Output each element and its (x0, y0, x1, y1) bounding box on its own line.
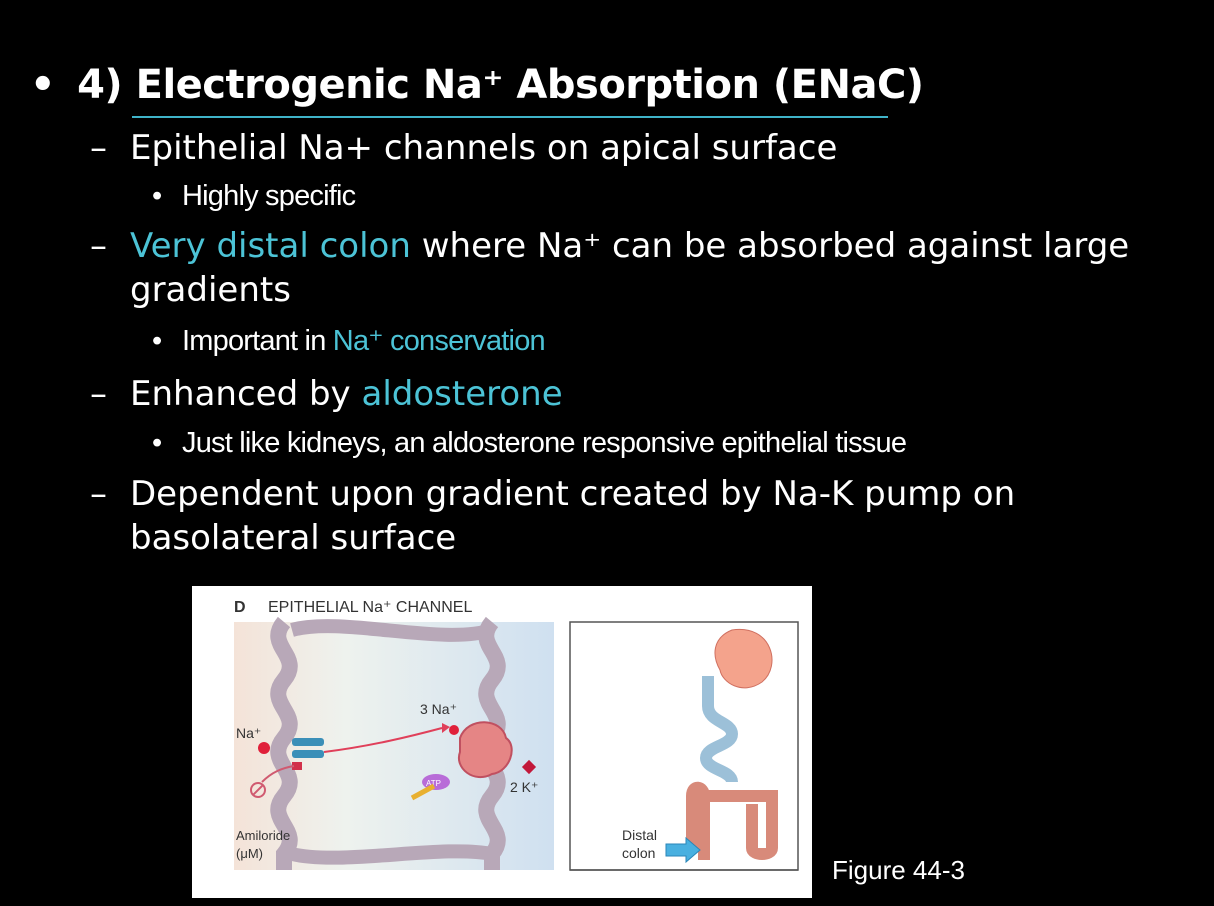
dash-marker: – (90, 128, 107, 168)
atp-tail (410, 783, 436, 801)
highlight-text: Very distal colon (130, 226, 411, 266)
point-aldosterone: – Enhanced by aldosterone (90, 374, 563, 414)
dot-marker: • (152, 427, 162, 459)
amiloride-label: Amiloride (236, 828, 290, 843)
point-text: Dependent upon gradient created by Na-K … (130, 474, 1016, 514)
title-text: 4) Electrogenic Na⁺ Absorption (ENaC) (77, 62, 924, 108)
dash-marker: – (90, 474, 107, 514)
apical-membrane (270, 616, 298, 870)
point-apical-channels: – Epithelial Na+ channels on apical surfa… (90, 128, 837, 168)
point-na-k-pump-cont: basolateral surface (130, 518, 457, 558)
um-label: (μM) (236, 846, 263, 861)
panel-letter: D (234, 599, 246, 616)
point-text: where Na⁺ can be absorbed against large (410, 226, 1130, 266)
figure-svg: D EPITHELIAL Na⁺ CHANNEL Na⁺ 3 Na⁺ 2 K⁺ … (234, 599, 799, 871)
enac-channel-top (292, 738, 324, 746)
na-ion-inner (449, 725, 459, 735)
point-text: Enhanced by (130, 374, 362, 414)
two-k-label: 2 K⁺ (510, 779, 538, 795)
stomach (714, 628, 773, 689)
subpoint-text: Important in (182, 325, 333, 357)
point-text: Epithelial Na+ channels on apical surfac… (130, 128, 838, 168)
highlight-text: aldosterone (361, 374, 563, 414)
tight-junction-bottom (290, 844, 494, 865)
small-intestine (699, 676, 739, 784)
subpoint-specific: • Highly specific (152, 180, 356, 213)
amiloride-block (292, 762, 302, 770)
dash-marker: – (90, 226, 107, 266)
colon (686, 781, 778, 860)
slide-title: • 4) Electrogenic Na⁺ Absorption (ENaC) (30, 62, 924, 108)
dot-marker: • (152, 325, 162, 357)
subpoint-kidneys: • Just like kidneys, an aldosterone respo… (152, 427, 907, 460)
subpoint-conservation: • Important in Na⁺ conservation (152, 323, 546, 358)
atp-label: ATP (426, 779, 441, 788)
panel-title: EPITHELIAL Na⁺ CHANNEL (268, 599, 472, 616)
distal-colon-arrow (665, 836, 701, 864)
subpoint-text: Highly specific (182, 180, 356, 212)
point-na-k-pump: – Dependent upon gradient created by Na-K… (90, 474, 1015, 514)
point-distal-colon-cont: gradients (130, 270, 291, 310)
point-distal-colon: – Very distal colon where Na⁺ can be abso… (90, 226, 1129, 266)
figure-enac: D EPITHELIAL Na⁺ CHANNEL Na⁺ 3 Na⁺ 2 K⁺ … (192, 586, 812, 898)
figure-caption: Figure 44-3 (832, 855, 965, 885)
na-ion (258, 742, 270, 754)
tight-junction-top (290, 619, 495, 642)
subpoint-text: Just like kidneys, an aldosterone respon… (182, 427, 907, 459)
k-ion (521, 759, 537, 775)
enac-channel-bottom (292, 750, 324, 758)
na-k-pump (457, 721, 513, 779)
title-bullet: • (30, 62, 56, 108)
three-na-label: 3 Na⁺ (420, 701, 457, 717)
title-underline (132, 116, 888, 118)
highlight-text: Na⁺ conservation (332, 325, 546, 357)
na-flux-arrow (323, 727, 443, 753)
na-label: Na⁺ (236, 725, 261, 741)
colon-label: colon (622, 845, 655, 861)
distal-label: Distal (622, 827, 657, 843)
dot-marker: • (152, 180, 162, 212)
amiloride-icon (250, 782, 266, 798)
dash-marker: – (90, 374, 107, 414)
arrow-head (442, 723, 450, 733)
